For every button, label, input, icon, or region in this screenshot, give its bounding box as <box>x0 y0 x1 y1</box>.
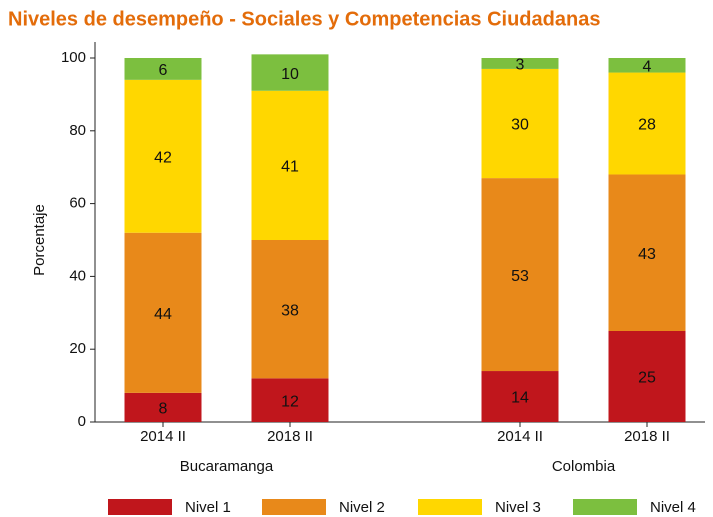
data-label: 10 <box>281 66 299 83</box>
data-label: 8 <box>159 401 168 418</box>
bar-segment <box>251 54 329 91</box>
bar-segment <box>481 68 559 179</box>
y-tick-label: 80 <box>69 122 86 139</box>
data-label: 53 <box>511 268 529 285</box>
group-label: Bucaramanga <box>180 458 274 475</box>
data-label: 43 <box>638 246 656 263</box>
y-tick-label: 40 <box>69 267 86 284</box>
data-label: 12 <box>281 393 299 410</box>
x-tick-label: 2014 II <box>497 428 543 445</box>
data-label: 30 <box>511 117 529 134</box>
data-label: 41 <box>281 159 299 176</box>
bar-segment <box>124 232 202 393</box>
bar-segment <box>251 90 329 240</box>
legend-swatch <box>262 499 326 515</box>
y-tick-label: 20 <box>69 340 86 357</box>
legend-label: Nivel 3 <box>495 499 541 516</box>
legend-swatch <box>418 499 482 515</box>
bar-segment <box>481 58 559 69</box>
chart-title: Niveles de desempeño - Sociales y Compet… <box>8 8 600 30</box>
bar-segment <box>481 178 559 372</box>
data-label: 38 <box>281 302 299 319</box>
data-label: 6 <box>159 62 168 79</box>
x-tick-label: 2018 II <box>267 428 313 445</box>
bar-segment <box>481 371 559 422</box>
data-label: 44 <box>154 306 172 323</box>
y-axis-label: Porcentaje <box>31 204 48 276</box>
data-label: 3 <box>516 57 525 74</box>
x-tick-label: 2018 II <box>624 428 670 445</box>
bar-segment <box>608 72 686 175</box>
y-tick-label: 0 <box>78 413 86 430</box>
x-tick-label: 2014 II <box>140 428 186 445</box>
bar-segment <box>608 331 686 422</box>
data-label: 42 <box>154 149 172 166</box>
legend-label: Nivel 1 <box>185 499 231 516</box>
legend-label: Nivel 4 <box>650 499 696 516</box>
bar-segment <box>251 378 329 422</box>
bar-segment <box>608 174 686 331</box>
bar-segment <box>251 240 329 379</box>
bar-segment <box>124 79 202 233</box>
bar-segment <box>124 58 202 80</box>
legend-swatch <box>573 499 637 515</box>
legend-label: Nivel 2 <box>339 499 385 516</box>
bar-segment <box>124 392 202 422</box>
y-tick-label: 100 <box>61 49 86 66</box>
legend-swatch <box>108 499 172 515</box>
data-label: 28 <box>638 117 656 134</box>
data-label: 4 <box>643 58 652 75</box>
data-label: 25 <box>638 370 656 387</box>
y-tick-label: 60 <box>69 195 86 212</box>
group-label: Colombia <box>552 458 616 475</box>
bar-segment <box>608 58 686 73</box>
data-label: 14 <box>511 390 529 407</box>
